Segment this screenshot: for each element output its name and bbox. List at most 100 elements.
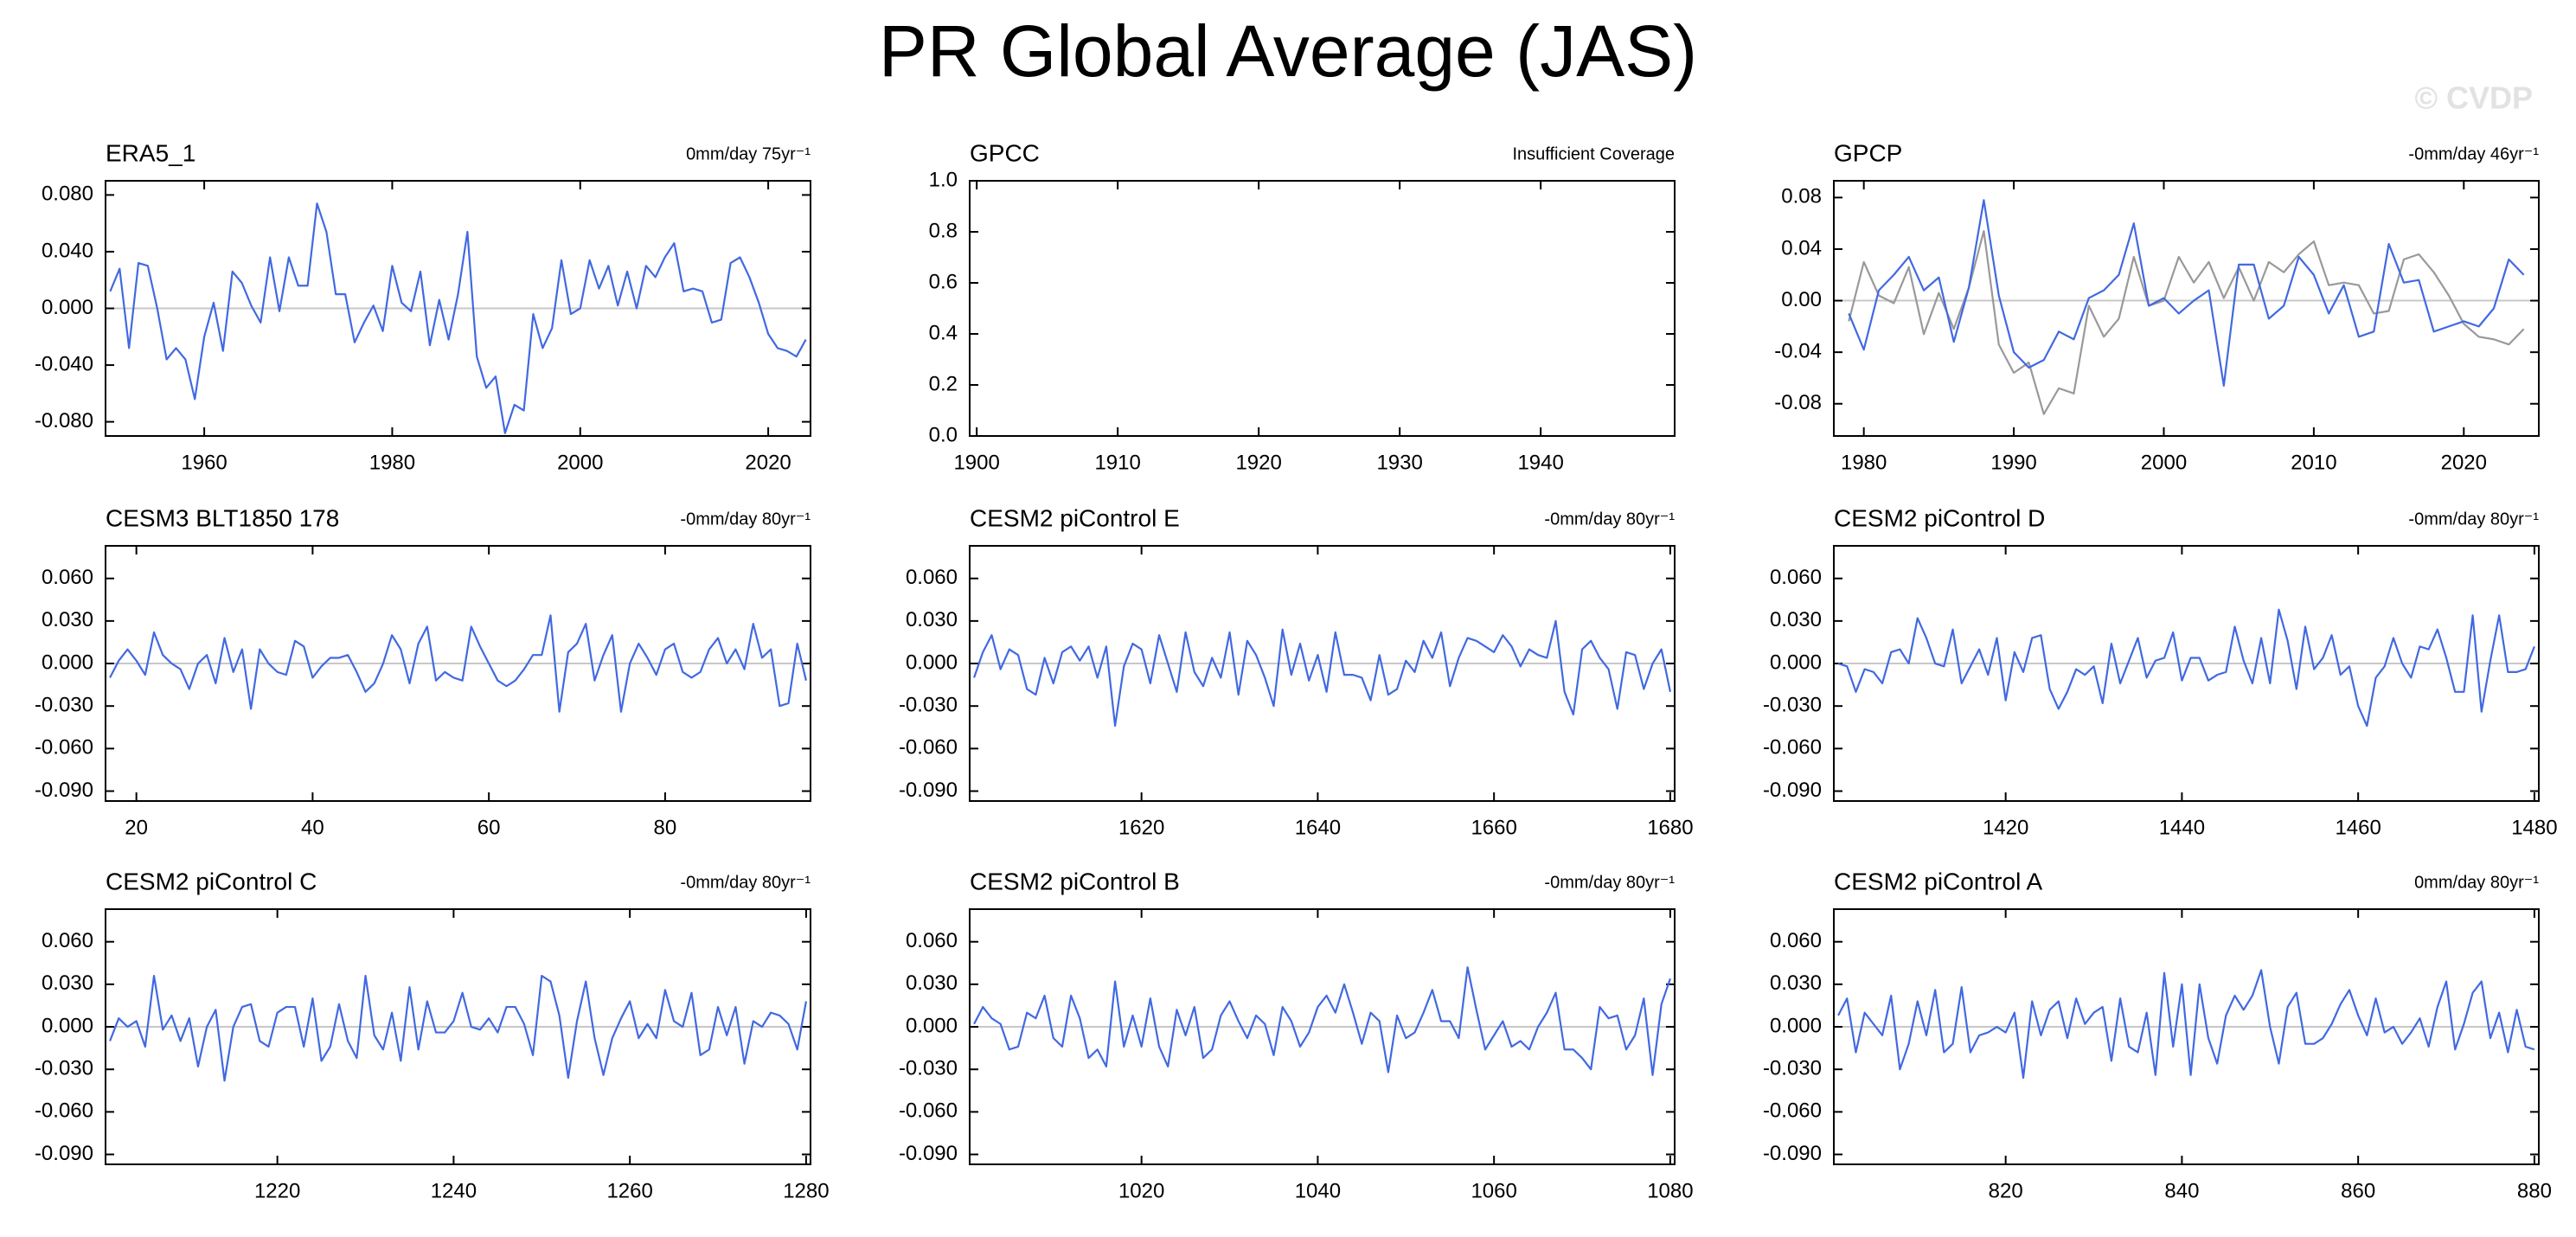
panel-subtitle: 0mm/day 75yr⁻¹ (686, 144, 811, 163)
plot-frame (1833, 908, 2540, 1165)
panel-title: CESM2 piControl A (1834, 868, 2043, 894)
y-tick-label: -0.040 (35, 352, 93, 375)
plot-frame (1833, 180, 2540, 437)
x-tick-label: 820 (1989, 1179, 2023, 1202)
y-tick-label: -0.030 (899, 1057, 958, 1080)
panel-subtitle: -0mm/day 80yr⁻¹ (680, 873, 811, 892)
plot-frame (1833, 545, 2540, 802)
x-tick-label: 1960 (181, 451, 227, 474)
series-line (109, 614, 807, 713)
panel-title: GPCP (1834, 139, 1902, 166)
y-tick-label: -0.060 (1763, 736, 1822, 760)
x-tick-label: 860 (2341, 1179, 2375, 1202)
panel-subtitle: -0mm/day 80yr⁻¹ (2408, 510, 2539, 529)
x-tick-label: 2010 (2291, 451, 2336, 474)
y-tick-label: 0.04 (1781, 236, 1822, 260)
y-tick-label: 0.2 (929, 372, 958, 395)
y-tick-label: 0.060 (906, 566, 958, 589)
y-tick-label: -0.090 (899, 1142, 958, 1165)
x-tick-label: 2000 (557, 451, 603, 474)
panel-subtitle: Insufficient Coverage (1512, 144, 1675, 163)
y-tick-label: 0.000 (42, 651, 93, 674)
y-tick-label: 0.060 (906, 929, 958, 952)
y-tick-label: 0.000 (1770, 651, 1822, 674)
x-tick-label: 1680 (1647, 816, 1693, 839)
y-tick-label: -0.04 (1774, 340, 1822, 363)
x-tick-label: 1990 (1990, 451, 2036, 474)
x-tick-label: 1910 (1094, 451, 1140, 474)
y-tick-label: 0.8 (929, 219, 958, 242)
x-tick-label: 2000 (2141, 451, 2187, 474)
y-tick-label: 0.060 (1770, 929, 1822, 952)
y-tick-label: -0.090 (35, 779, 93, 802)
x-tick-label: 1480 (2511, 816, 2557, 839)
y-tick-label: -0.080 (35, 409, 93, 433)
x-tick-label: 2020 (2441, 451, 2487, 474)
series-line (1848, 230, 2525, 415)
y-tick-label: 0.030 (906, 971, 958, 995)
x-tick-label: 1980 (1841, 451, 1887, 474)
y-tick-label: 0.00 (1781, 288, 1822, 311)
panel-title: GPCC (970, 139, 1040, 166)
series-line (1837, 608, 2535, 727)
panel-title: CESM2 piControl D (1834, 504, 2045, 531)
y-tick-label: 0.000 (1770, 1014, 1822, 1037)
x-tick-label: 1620 (1118, 816, 1164, 839)
plot-frame (969, 545, 1676, 802)
x-tick-label: 1640 (1295, 816, 1341, 839)
x-tick-label: 60 (477, 816, 501, 839)
y-tick-label: 0.000 (42, 296, 93, 319)
y-tick-label: 0.4 (929, 321, 958, 344)
x-tick-label: 1240 (431, 1179, 477, 1202)
plot-frame (969, 180, 1676, 437)
panel-title: CESM2 piControl C (106, 868, 317, 894)
x-tick-label: 1020 (1118, 1179, 1164, 1202)
y-tick-label: 0.040 (42, 239, 93, 262)
x-tick-label: 1930 (1376, 451, 1422, 474)
panel-title: CESM3 BLT1850 178 (106, 504, 339, 531)
y-tick-label: -0.060 (35, 736, 93, 760)
y-tick-label: 0.030 (906, 608, 958, 631)
x-tick-label: 1980 (369, 451, 415, 474)
y-tick-label: -0.090 (899, 779, 958, 802)
series-line (973, 619, 1671, 727)
x-tick-label: 1060 (1471, 1179, 1516, 1202)
y-tick-label: 1.0 (929, 168, 958, 191)
x-tick-label: 1080 (1647, 1179, 1693, 1202)
panel-subtitle: 0mm/day 80yr⁻¹ (2414, 873, 2539, 892)
x-tick-label: 1440 (2159, 816, 2205, 839)
plot-frame (969, 908, 1676, 1165)
x-tick-label: 1420 (1983, 816, 2028, 839)
y-tick-label: -0.060 (899, 736, 958, 760)
y-tick-label: 0.030 (42, 608, 93, 631)
plot-frame (105, 545, 811, 802)
x-tick-label: 1660 (1471, 816, 1516, 839)
y-tick-label: -0.030 (1763, 1057, 1822, 1080)
x-tick-label: 40 (301, 816, 324, 839)
x-tick-label: 1260 (606, 1179, 652, 1202)
series-line (109, 202, 807, 434)
x-tick-label: 1220 (254, 1179, 300, 1202)
y-tick-label: 0.08 (1781, 185, 1822, 208)
y-tick-label: 0.030 (1770, 608, 1822, 631)
y-tick-label: 0.000 (906, 651, 958, 674)
x-tick-label: 880 (2517, 1179, 2552, 1202)
series-line (973, 966, 1671, 1076)
y-tick-label: 0.060 (1770, 566, 1822, 589)
y-tick-label: 0.030 (42, 971, 93, 995)
figure-title: PR Global Average (JAS) (879, 10, 1697, 92)
y-tick-label: -0.08 (1774, 391, 1822, 414)
x-tick-label: 80 (654, 816, 677, 839)
panel-subtitle: -0mm/day 80yr⁻¹ (680, 510, 811, 529)
y-tick-label: 0.060 (42, 566, 93, 589)
panel-title: CESM2 piControl E (970, 504, 1180, 531)
series-line (1837, 969, 2535, 1080)
y-tick-label: -0.090 (1763, 1142, 1822, 1165)
y-tick-label: 0.000 (42, 1014, 93, 1037)
y-tick-label: 0.0 (929, 423, 958, 446)
x-tick-label: 1920 (1235, 451, 1281, 474)
panel-title: CESM2 piControl B (970, 868, 1180, 894)
series-line (1848, 199, 2525, 387)
